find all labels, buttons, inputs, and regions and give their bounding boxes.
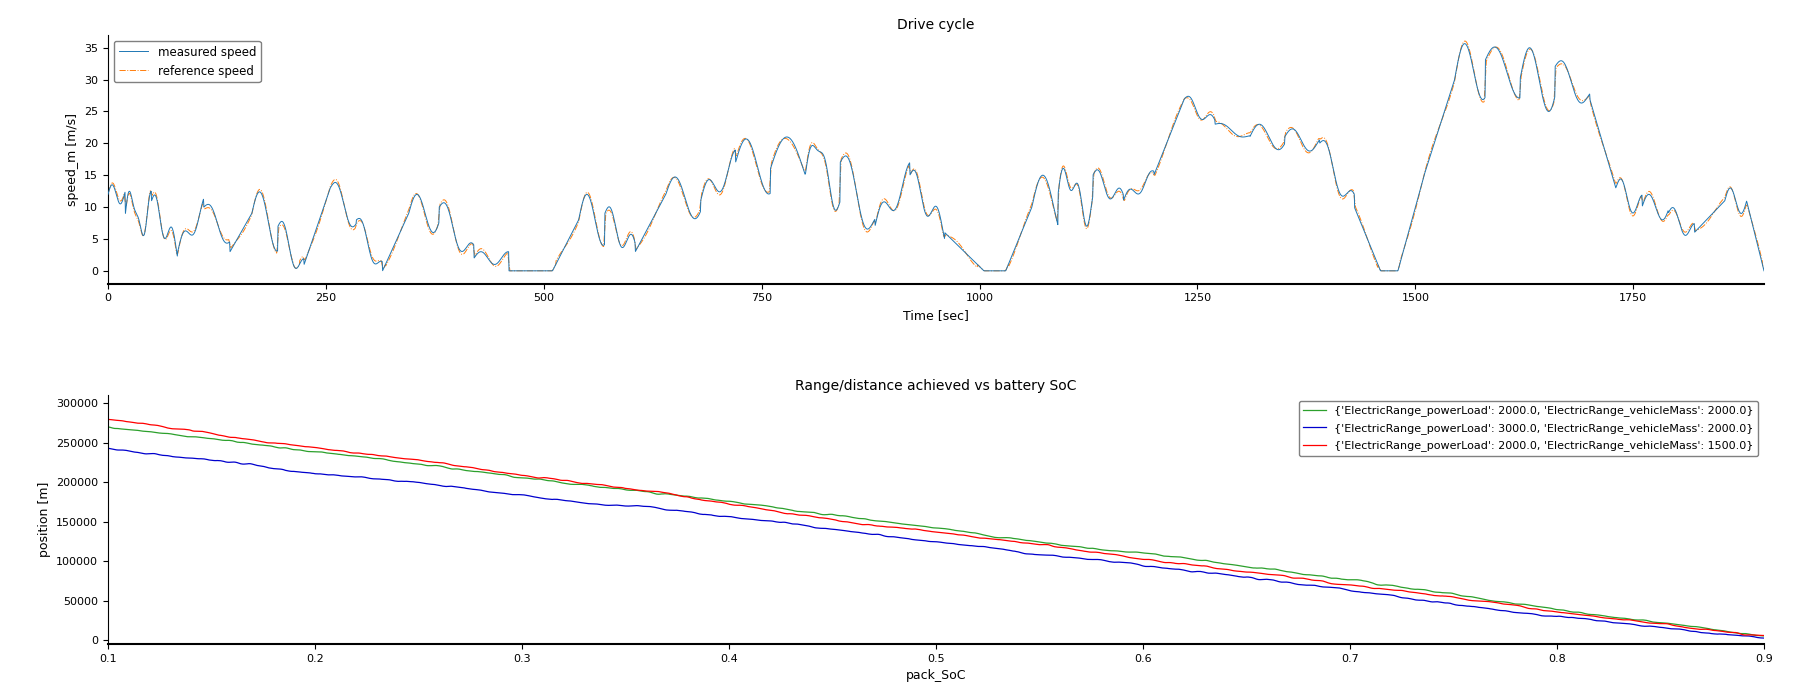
Line: reference speed: reference speed — [108, 41, 1764, 271]
{'ElectricRange_powerLoad': 2000.0, 'ElectricRange_vehicleMass': 1500.0}: (0.1, 2.8e+05): 2000.0, 'ElectricRange_vehicleMass': 150… — [97, 415, 119, 424]
{'ElectricRange_powerLoad': 2000.0, 'ElectricRange_vehicleMass': 1500.0}: (0.182, 2.49e+05): 2000.0, 'ElectricRange_vehicleMass': 150… — [266, 439, 288, 447]
{'ElectricRange_powerLoad': 3000.0, 'ElectricRange_vehicleMass': 2000.0}: (0.182, 2.17e+05): 3000.0, 'ElectricRange_vehicleMass': 200… — [266, 465, 288, 473]
reference speed — [1526, 62, 1548, 70]
{'ElectricRange_powerLoad': 3000.0, 'ElectricRange_vehicleMass': 2000.0}: (0.649, 7.97e+04): 3000.0, 'ElectricRange_vehicleMass': 200… — [1235, 573, 1256, 582]
reference speed — [851, 220, 873, 229]
{'ElectricRange_powerLoad': 3000.0, 'ElectricRange_vehicleMass': 2000.0}: (0.1, 2.43e+05): 3000.0, 'ElectricRange_vehicleMass': 200… — [97, 444, 119, 453]
Title: Drive cycle: Drive cycle — [898, 18, 974, 32]
X-axis label: pack_SoC: pack_SoC — [905, 669, 967, 682]
reference speed — [1467, 83, 1489, 91]
Legend: measured speed, reference speed: measured speed, reference speed — [113, 41, 261, 83]
measured speed — [1467, 83, 1489, 91]
{'ElectricRange_powerLoad': 2000.0, 'ElectricRange_vehicleMass': 1500.0}: (0.649, 8.63e+04): 2000.0, 'ElectricRange_vehicleMass': 150… — [1235, 568, 1256, 576]
reference speed — [1753, 265, 1775, 274]
measured speed — [1454, 39, 1476, 48]
{'ElectricRange_powerLoad': 2000.0, 'ElectricRange_vehicleMass': 2000.0}: (0.738, 6.25e+04): 2000.0, 'ElectricRange_vehicleMass': 200… — [1418, 587, 1440, 595]
{'ElectricRange_powerLoad': 2000.0, 'ElectricRange_vehicleMass': 2000.0}: (0.9, 5.27e+03): 2000.0, 'ElectricRange_vehicleMass': 200… — [1753, 631, 1775, 640]
{'ElectricRange_powerLoad': 2000.0, 'ElectricRange_vehicleMass': 2000.0}: (0.1, 2.7e+05): 2000.0, 'ElectricRange_vehicleMass': 200… — [97, 423, 119, 431]
measured speed — [97, 190, 119, 199]
{'ElectricRange_powerLoad': 3000.0, 'ElectricRange_vehicleMass': 2000.0}: (0.424, 1.49e+05): 3000.0, 'ElectricRange_vehicleMass': 200… — [767, 518, 788, 526]
{'ElectricRange_powerLoad': 2000.0, 'ElectricRange_vehicleMass': 1500.0}: (0.738, 5.75e+04): 2000.0, 'ElectricRange_vehicleMass': 150… — [1418, 591, 1440, 599]
reference speed — [1454, 37, 1476, 46]
Y-axis label: speed_m [m/s]: speed_m [m/s] — [65, 113, 79, 206]
{'ElectricRange_powerLoad': 2000.0, 'ElectricRange_vehicleMass': 1500.0}: (0.424, 1.63e+05): 2000.0, 'ElectricRange_vehicleMass': 150… — [767, 508, 788, 516]
{'ElectricRange_powerLoad': 2000.0, 'ElectricRange_vehicleMass': 2000.0}: (0.424, 1.67e+05): 2000.0, 'ElectricRange_vehicleMass': 200… — [767, 504, 788, 512]
Line: measured speed: measured speed — [108, 43, 1764, 271]
{'ElectricRange_powerLoad': 2000.0, 'ElectricRange_vehicleMass': 1500.0}: (0.452, 1.51e+05): 2000.0, 'ElectricRange_vehicleMass': 150… — [826, 517, 848, 525]
Title: Range/distance achieved vs battery SoC: Range/distance achieved vs battery SoC — [796, 379, 1076, 393]
Y-axis label: position [m]: position [m] — [38, 482, 50, 557]
{'ElectricRange_powerLoad': 2000.0, 'ElectricRange_vehicleMass': 2000.0}: (0.649, 9.29e+04): 2000.0, 'ElectricRange_vehicleMass': 200… — [1235, 563, 1256, 571]
reference speed — [97, 189, 119, 197]
{'ElectricRange_powerLoad': 2000.0, 'ElectricRange_vehicleMass': 1500.0}: (0.9, 5.76e+03): 2000.0, 'ElectricRange_vehicleMass': 150… — [1753, 631, 1775, 640]
{'ElectricRange_powerLoad': 2000.0, 'ElectricRange_vehicleMass': 2000.0}: (0.724, 6.75e+04): 2000.0, 'ElectricRange_vehicleMass': 200… — [1388, 582, 1409, 591]
measured speed — [499, 267, 520, 275]
Legend: {'ElectricRange_powerLoad': 2000.0, 'ElectricRange_vehicleMass': 2000.0}, {'Elec: {'ElectricRange_powerLoad': 2000.0, 'Ele… — [1300, 401, 1759, 456]
reference speed — [499, 267, 520, 275]
{'ElectricRange_powerLoad': 2000.0, 'ElectricRange_vehicleMass': 1500.0}: (0.724, 6.3e+04): 2000.0, 'ElectricRange_vehicleMass': 150… — [1388, 586, 1409, 594]
measured speed — [851, 218, 873, 227]
Line: {'ElectricRange_powerLoad': 3000.0, 'ElectricRange_vehicleMass': 2000.0}: {'ElectricRange_powerLoad': 3000.0, 'Ele… — [108, 449, 1764, 638]
{'ElectricRange_powerLoad': 3000.0, 'ElectricRange_vehicleMass': 2000.0}: (0.9, 2.51e+03): 3000.0, 'ElectricRange_vehicleMass': 200… — [1753, 634, 1775, 643]
reference speed — [688, 207, 709, 216]
measured speed — [1058, 184, 1080, 192]
{'ElectricRange_powerLoad': 2000.0, 'ElectricRange_vehicleMass': 2000.0}: (0.182, 2.44e+05): 2000.0, 'ElectricRange_vehicleMass': 200… — [266, 443, 288, 452]
reference speed — [1588, 130, 1609, 138]
measured speed — [688, 210, 709, 218]
{'ElectricRange_powerLoad': 3000.0, 'ElectricRange_vehicleMass': 2000.0}: (0.724, 5.44e+04): 3000.0, 'ElectricRange_vehicleMass': 200… — [1388, 593, 1409, 601]
reference speed — [1058, 181, 1080, 190]
measured speed — [1753, 267, 1775, 275]
measured speed — [1526, 64, 1548, 72]
measured speed — [1588, 127, 1609, 136]
Line: {'ElectricRange_powerLoad': 2000.0, 'ElectricRange_vehicleMass': 1500.0}: {'ElectricRange_powerLoad': 2000.0, 'Ele… — [108, 419, 1764, 636]
X-axis label: Time [sec]: Time [sec] — [904, 309, 968, 322]
{'ElectricRange_powerLoad': 3000.0, 'ElectricRange_vehicleMass': 2000.0}: (0.452, 1.4e+05): 3000.0, 'ElectricRange_vehicleMass': 200… — [826, 526, 848, 534]
{'ElectricRange_powerLoad': 3000.0, 'ElectricRange_vehicleMass': 2000.0}: (0.738, 4.89e+04): 3000.0, 'ElectricRange_vehicleMass': 200… — [1418, 597, 1440, 606]
{'ElectricRange_powerLoad': 2000.0, 'ElectricRange_vehicleMass': 2000.0}: (0.452, 1.58e+05): 2000.0, 'ElectricRange_vehicleMass': 200… — [826, 511, 848, 519]
Line: {'ElectricRange_powerLoad': 2000.0, 'ElectricRange_vehicleMass': 2000.0}: {'ElectricRange_powerLoad': 2000.0, 'Ele… — [108, 427, 1764, 636]
